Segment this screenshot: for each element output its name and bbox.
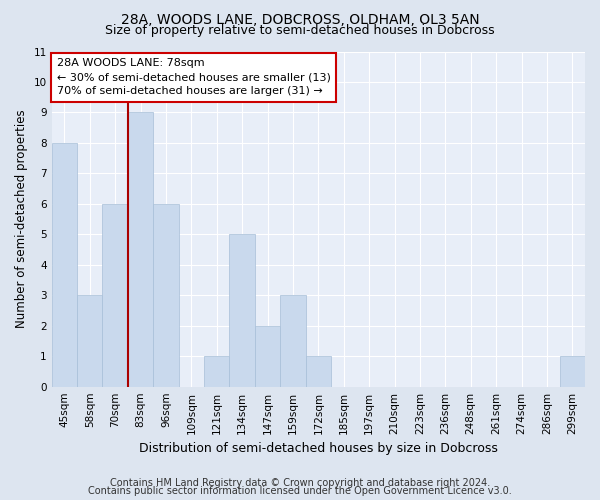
Text: Contains HM Land Registry data © Crown copyright and database right 2024.: Contains HM Land Registry data © Crown c… (110, 478, 490, 488)
Bar (229, 234, 255, 386)
Bar (103, 204, 128, 386)
Bar (560, 356, 585, 386)
X-axis label: Distribution of semi-detached houses by size in Dobcross: Distribution of semi-detached houses by … (139, 442, 498, 455)
Y-axis label: Number of semi-detached properties: Number of semi-detached properties (15, 110, 28, 328)
Bar (52, 143, 77, 386)
Text: Contains public sector information licensed under the Open Government Licence v3: Contains public sector information licen… (88, 486, 512, 496)
Bar (255, 326, 280, 386)
Bar (305, 356, 331, 386)
Bar (280, 296, 305, 386)
Bar (77, 296, 103, 386)
Bar (153, 204, 179, 386)
Bar (128, 112, 153, 386)
Text: 28A WOODS LANE: 78sqm
← 30% of semi-detached houses are smaller (13)
70% of semi: 28A WOODS LANE: 78sqm ← 30% of semi-deta… (57, 58, 331, 96)
Bar (204, 356, 229, 386)
Text: Size of property relative to semi-detached houses in Dobcross: Size of property relative to semi-detach… (105, 24, 495, 37)
Text: 28A, WOODS LANE, DOBCROSS, OLDHAM, OL3 5AN: 28A, WOODS LANE, DOBCROSS, OLDHAM, OL3 5… (121, 12, 479, 26)
